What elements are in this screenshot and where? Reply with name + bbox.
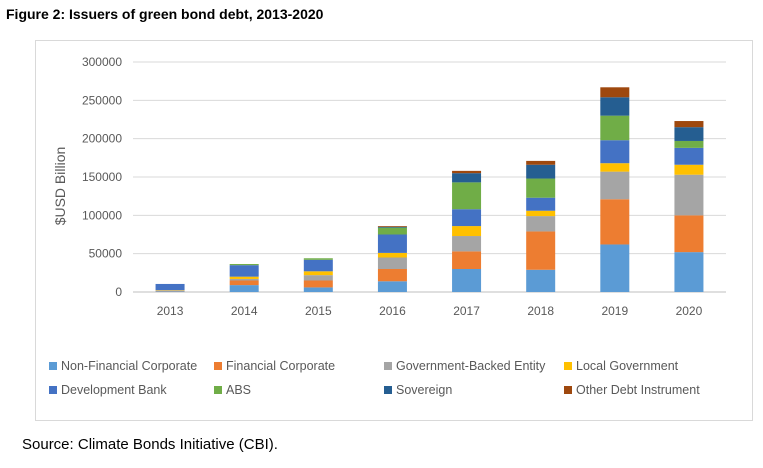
bar-segment (377, 252, 407, 258)
bar-segment (526, 269, 556, 292)
legend-label: Non-Financial Corporate (61, 359, 197, 373)
x-tick-label: 2015 (305, 304, 332, 318)
bar-segment (600, 171, 630, 200)
bar-segment (674, 252, 704, 292)
bar-segment (600, 97, 630, 116)
legend-swatch (49, 362, 57, 370)
y-tick-label: 300000 (82, 55, 122, 69)
bar-segment (377, 281, 407, 292)
bar-segment (600, 244, 630, 292)
x-tick-label: 2020 (676, 304, 703, 318)
bar-segment (526, 210, 556, 217)
bar-segment (229, 280, 259, 286)
bar-segment (303, 275, 333, 281)
x-tick-label: 2014 (231, 304, 258, 318)
legend-label: Government-Backed Entity (396, 359, 546, 373)
bar-segment (229, 278, 259, 281)
y-tick-label: 50000 (89, 247, 123, 261)
legend-label: Development Bank (61, 383, 167, 397)
bar-segment (674, 140, 704, 148)
y-tick-label: 200000 (82, 132, 122, 146)
bar-segment (303, 258, 333, 260)
bar-segment (674, 127, 704, 141)
bar-segment (377, 227, 407, 235)
bar-segment (229, 265, 259, 277)
bar-segment (303, 259, 333, 272)
bar-segment (303, 287, 333, 292)
bar-segment (452, 269, 482, 292)
bar-segment (526, 160, 556, 165)
legend-label: Sovereign (396, 383, 452, 397)
y-axis-label: $USD Billion (52, 147, 68, 226)
bar-segment (155, 283, 185, 291)
legend-swatch (564, 362, 572, 370)
x-tick-label: 2019 (601, 304, 628, 318)
x-tick-label: 2017 (453, 304, 480, 318)
bar-segment (229, 285, 259, 292)
legend-swatch (384, 386, 392, 394)
bar-segment (303, 280, 333, 288)
bar-segment (674, 174, 704, 216)
bar-segment (600, 163, 630, 172)
bar-segment (600, 199, 630, 245)
legend-swatch (49, 386, 57, 394)
legend-swatch (214, 362, 222, 370)
bar-segment (674, 215, 704, 253)
bar-segment (377, 234, 407, 253)
legend-label: ABS (226, 383, 251, 397)
bar-segment (377, 226, 407, 227)
bar-segment (452, 236, 482, 252)
bar-segment (303, 271, 333, 276)
bar-segment (600, 87, 630, 98)
bar-segment (229, 264, 259, 266)
axes: 0 50000 100000 150000 200000 250000 300000 2013… (82, 55, 703, 318)
y-tick-label: 250000 (82, 93, 122, 107)
bar-segment (526, 178, 556, 198)
bar-segment (674, 164, 704, 175)
bar-segment (452, 226, 482, 237)
bar-segment (452, 182, 482, 210)
bars (155, 87, 704, 292)
bar-segment (526, 216, 556, 232)
bar-segment (452, 173, 482, 183)
bar-segment (229, 276, 259, 279)
figure-title: Figure 2: Issuers of green bond debt, 20… (6, 6, 324, 22)
legend-label: Financial Corporate (226, 359, 335, 373)
bar-segment (452, 209, 482, 227)
y-tick-label: 150000 (82, 170, 122, 184)
bar-segment (600, 140, 630, 164)
bar-segment (674, 121, 704, 128)
bar-segment (674, 147, 704, 165)
legend-swatch (214, 386, 222, 394)
legend-swatch (564, 386, 572, 394)
x-tick-label: 2018 (527, 304, 554, 318)
y-tick-label: 0 (115, 285, 122, 299)
legend-swatch (384, 362, 392, 370)
source-note: Source: Climate Bonds Initiative (CBI). (22, 436, 278, 453)
y-tick-label: 100000 (82, 208, 122, 222)
x-tick-label: 2016 (379, 304, 406, 318)
bar-segment (377, 257, 407, 269)
stacked-bar-chart: $USD Billion 0 50000 100000 150000 200000 250… (49, 55, 726, 397)
gridlines (133, 61, 726, 293)
bar-segment (452, 170, 482, 174)
legend-label: Local Government (576, 359, 679, 373)
chart-area: $USD Billion 0 50000 100000 150000 200000 250… (35, 40, 753, 421)
bar-segment (452, 251, 482, 269)
legend: Non-Financial Corporate Financial Corpora… (49, 359, 700, 397)
x-tick-label: 2013 (157, 304, 184, 318)
bar-segment (526, 197, 556, 211)
bar-segment (526, 231, 556, 270)
legend-label: Other Debt Instrument (576, 383, 700, 397)
bar-segment (155, 291, 185, 292)
bar-segment (377, 226, 407, 228)
bar-segment (526, 164, 556, 179)
bar-segment (600, 115, 630, 141)
bar-segment (377, 269, 407, 282)
